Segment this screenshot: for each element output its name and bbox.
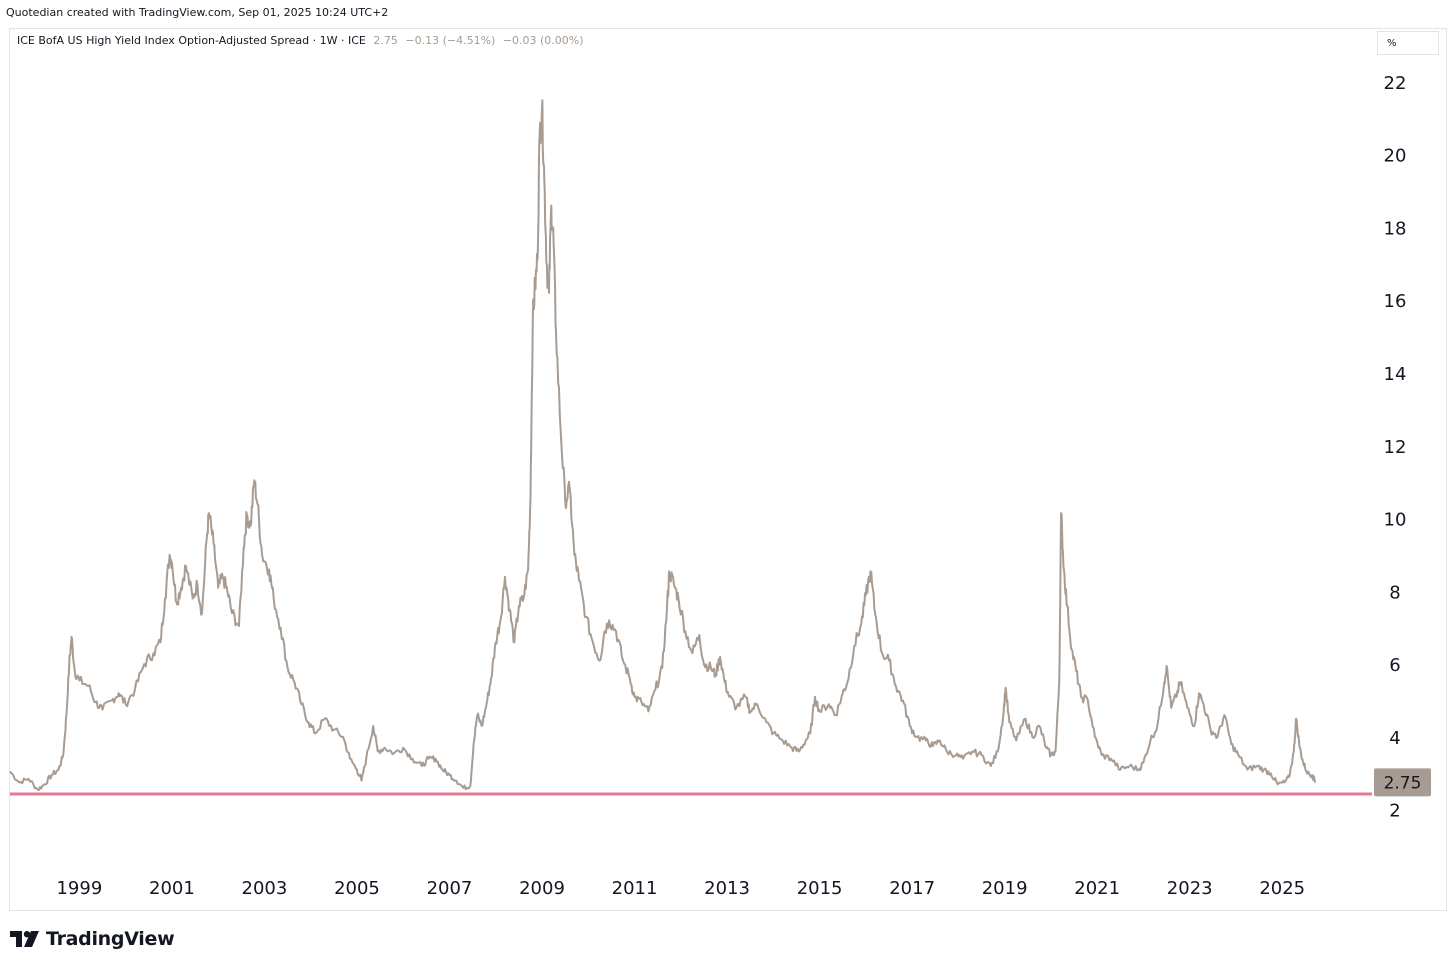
legend-symbol: ICE BofA US High Yield Index Option-Adju… [17, 34, 366, 47]
y-tick-label: 6 [1389, 655, 1400, 676]
tradingview-logo-icon [10, 931, 39, 947]
x-tick-label: 2025 [1259, 878, 1305, 899]
legend-last-value: 2.75 [373, 34, 398, 47]
y-tick-label: 20 [1384, 146, 1407, 167]
y-tick-label: 10 [1384, 510, 1407, 531]
y-tick-label: 4 [1389, 728, 1400, 749]
x-tick-label: 2003 [242, 878, 288, 899]
x-tick-label: 2013 [704, 878, 750, 899]
y-tick-label: 14 [1384, 364, 1407, 385]
tradingview-logo-text: TradingView [46, 928, 175, 950]
chart-frame[interactable] [9, 28, 1447, 911]
x-tick-label: 1999 [56, 878, 102, 899]
y-tick-label: 22 [1384, 73, 1407, 94]
x-tick-label: 2017 [889, 878, 935, 899]
legend-change-secondary: −0.03 (0.00%) [502, 34, 584, 47]
series-legend[interactable]: ICE BofA US High Yield Index Option-Adju… [17, 34, 584, 47]
y-tick-label: 16 [1384, 291, 1407, 312]
y-tick-label: 2 [1389, 801, 1400, 822]
x-tick-label: 2009 [519, 878, 565, 899]
last-price-tag [1374, 768, 1431, 797]
series-line-0[interactable] [9, 99, 1317, 791]
x-tick-label: 2011 [612, 878, 658, 899]
x-tick-label: 2001 [149, 878, 195, 899]
y-tick-label: 8 [1389, 582, 1400, 603]
chart-credit: Quotedian created with TradingView.com, … [6, 6, 389, 19]
x-tick-label: 2023 [1167, 878, 1213, 899]
x-tick-label: 2021 [1074, 878, 1120, 899]
legend-change: −0.13 (−4.51%) [405, 34, 496, 47]
x-tick-label: 2019 [982, 878, 1028, 899]
percent-scale-button[interactable]: % [1377, 31, 1439, 55]
y-tick-label: 12 [1384, 437, 1407, 458]
y-tick-label: 18 [1384, 218, 1407, 239]
tradingview-logo[interactable]: TradingView [10, 928, 175, 950]
x-tick-label: 2015 [797, 878, 843, 899]
x-tick-label: 2005 [334, 878, 380, 899]
last-price-label: 2.75 [1384, 773, 1422, 793]
x-tick-label: 2007 [427, 878, 473, 899]
